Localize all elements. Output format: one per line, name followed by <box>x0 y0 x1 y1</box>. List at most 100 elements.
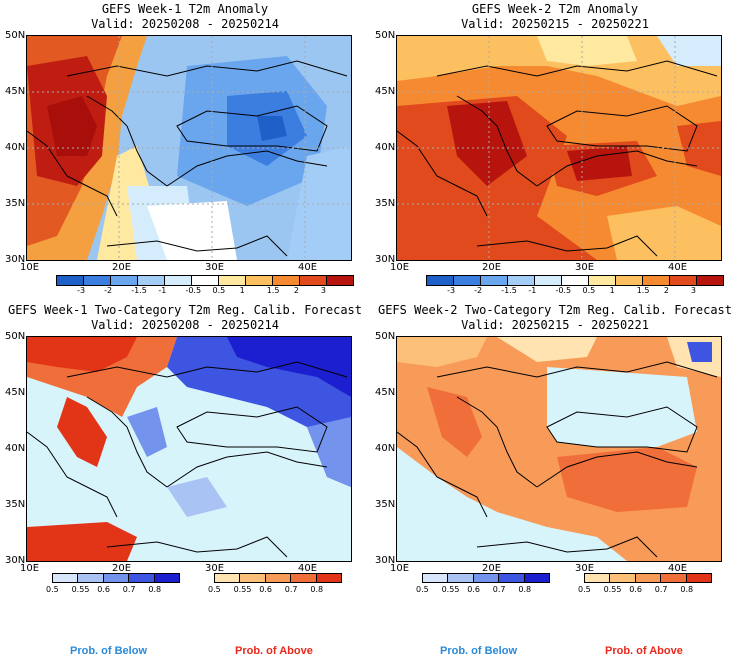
colorbar-tick-label: 0.5 <box>212 286 226 295</box>
panel-valid-dates: Valid: 20250208 - 20250214 <box>91 318 279 332</box>
lon-label: 20E <box>482 262 502 273</box>
colorbar-segment <box>507 276 534 285</box>
lon-label: 20E <box>482 563 502 574</box>
lat-label: 30N <box>375 555 396 566</box>
colorbar-tick-label: -0.5 <box>555 286 572 295</box>
colorbar-tick-label: 0.55 <box>71 585 90 594</box>
colorbar-segment <box>153 574 180 582</box>
lat-label: 45N <box>375 86 396 97</box>
colorbar-segment <box>215 574 240 582</box>
lon-label: 30E <box>575 262 595 273</box>
colorbar-tick-label: 2 <box>293 286 299 295</box>
colorbar-tick-label: 0.5 <box>46 585 59 594</box>
panel-week2-anomaly: GEFS Week-2 T2m Anomaly Valid: 20250215 … <box>370 0 740 300</box>
colorbar-tick-label: -1 <box>528 286 537 295</box>
colorbar-segment <box>239 574 265 582</box>
colorbar-tick-label: -3 <box>77 286 86 295</box>
colorbar-segment <box>498 574 524 582</box>
colorbar-segment <box>164 276 191 285</box>
map-week2-probability <box>396 336 722 562</box>
colorbar-tick-label: 1.5 <box>636 286 650 295</box>
colorbar-segment <box>53 574 78 582</box>
colorbar-tick-label: 0.55 <box>233 585 252 594</box>
colorbar-tick-label: 0.5 <box>416 585 429 594</box>
colorbar-segment <box>561 276 588 285</box>
colorbar-segment <box>615 276 642 285</box>
prob-below-colorbar-labels: 0.5 0.55 0.6 0.7 0.8 <box>46 585 180 595</box>
colorbar-tick-label: 0.7 <box>122 585 136 594</box>
prob-above-colorbar <box>584 573 712 583</box>
colorbar-segment <box>447 574 473 582</box>
colorbar-segment <box>218 276 245 285</box>
lon-label: 30E <box>575 563 595 574</box>
colorbar-segment <box>523 574 550 582</box>
legend-prob-below: Prob. of Below <box>440 645 517 657</box>
lat-label: 40N <box>5 443 26 454</box>
map-week1-anomaly <box>26 35 352 261</box>
colorbar-segment <box>669 276 696 285</box>
colorbar-segment <box>480 276 507 285</box>
lon-label: 10E <box>20 262 40 273</box>
colorbar-segment <box>685 574 712 582</box>
colorbar-segment <box>245 276 272 285</box>
colorbar-segment <box>534 276 561 285</box>
panel-title: GEFS Week-1 Two-Category T2m Reg. Calib.… <box>7 303 362 317</box>
lon-label: 10E <box>390 563 410 574</box>
lat-label: 35N <box>5 499 26 510</box>
anomaly-colorbar <box>426 275 724 286</box>
colorbar-tick-label: -0.5 <box>185 286 202 295</box>
lon-label: 40E <box>298 563 318 574</box>
colorbar-segment <box>427 276 453 285</box>
colorbar-segment <box>83 276 110 285</box>
lon-label: 10E <box>20 563 40 574</box>
lat-label: 35N <box>375 499 396 510</box>
panel-valid-dates: Valid: 20250215 - 20250221 <box>461 318 649 332</box>
colorbar-tick-label: 0.8 <box>148 585 162 594</box>
colorbar-tick-label: 0.5 <box>208 585 221 594</box>
colorbar-segment <box>315 574 342 582</box>
prob-below-colorbar-labels: 0.5 0.55 0.6 0.7 0.8 <box>416 585 550 595</box>
prob-below-colorbar <box>52 573 180 583</box>
lat-label: 30N <box>5 555 26 566</box>
colorbar-tick-label: 0.8 <box>518 585 532 594</box>
colorbar-tick-label: -1 <box>158 286 167 295</box>
colorbar-tick-label: 2 <box>663 286 669 295</box>
prob-below-colorbar <box>422 573 550 583</box>
colorbar-segment <box>609 574 635 582</box>
prob-above-colorbar <box>214 573 342 583</box>
colorbar-tick-label: 0.7 <box>492 585 506 594</box>
colorbar-segment <box>128 574 154 582</box>
colorbar-tick-label: 0.8 <box>680 585 694 594</box>
lon-label: 40E <box>668 563 688 574</box>
colorbar-segment <box>588 276 615 285</box>
lat-label: 35N <box>5 198 26 209</box>
lon-label: 40E <box>298 262 318 273</box>
colorbar-segment <box>57 276 83 285</box>
legend-prob-above: Prob. of Above <box>605 645 683 657</box>
colorbar-segment <box>453 276 480 285</box>
colorbar-segment <box>191 276 218 285</box>
lat-label: 35N <box>375 198 396 209</box>
lon-label: 30E <box>205 563 225 574</box>
colorbar-tick-label: 1 <box>239 286 245 295</box>
panel-valid-dates: Valid: 20250215 - 20250221 <box>461 17 649 31</box>
colorbar-segment <box>585 574 610 582</box>
colorbar-segment <box>660 574 686 582</box>
lon-label: 20E <box>112 262 132 273</box>
colorbar-tick-label: 1.5 <box>266 286 280 295</box>
colorbar-segment <box>472 574 499 582</box>
lat-label: 50N <box>375 331 396 342</box>
lat-label: 50N <box>375 30 396 41</box>
map-week1-probability <box>26 336 352 562</box>
colorbar-segment <box>299 276 326 285</box>
colorbar-segment <box>264 574 291 582</box>
colorbar-tick-label: 3 <box>690 286 696 295</box>
colorbar-tick-label: 0.6 <box>259 585 272 594</box>
colorbar-segment <box>326 276 353 285</box>
panel-title: GEFS Week-2 T2m Anomaly <box>471 2 639 16</box>
anomaly-colorbar <box>56 275 354 286</box>
colorbar-tick-label: 0.7 <box>654 585 668 594</box>
colorbar-tick-label: 0.5 <box>582 286 596 295</box>
colorbar-tick-label: 0.55 <box>441 585 460 594</box>
colorbar-segment <box>696 276 723 285</box>
